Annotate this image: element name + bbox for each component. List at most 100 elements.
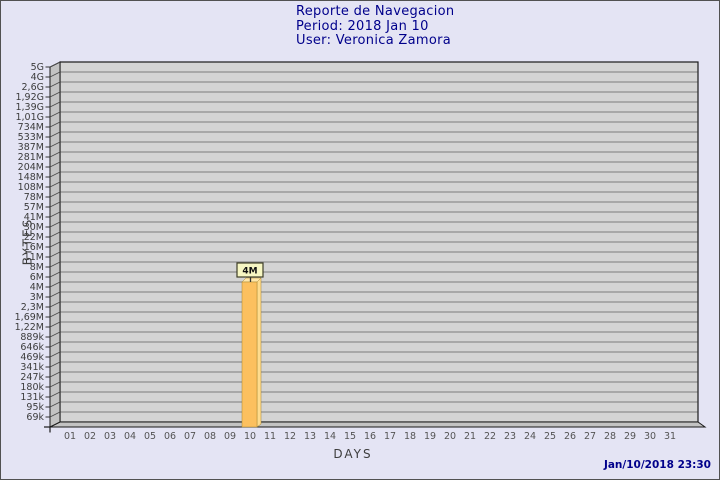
y-tick-label: 341k — [20, 362, 44, 373]
wall-hatch — [49, 301, 61, 308]
x-tick-label: 30 — [644, 431, 656, 442]
x-tick-label: 20 — [444, 431, 456, 442]
wall-hatch — [49, 411, 61, 418]
x-tick-label: 02 — [84, 431, 96, 442]
wall-hatch — [49, 271, 61, 278]
wall-hatch — [49, 101, 61, 108]
y-tick-label: 8M — [30, 262, 44, 273]
wall-hatch — [49, 81, 61, 88]
x-tick-label: 24 — [524, 431, 536, 442]
wall-hatch — [49, 381, 61, 388]
wall-hatch — [49, 91, 61, 98]
wall-hatch — [49, 371, 61, 378]
bar-value-label: 4M — [242, 267, 257, 277]
x-tick-label: 29 — [624, 431, 636, 442]
y-tick-label: 3M — [30, 292, 44, 303]
report-timestamp: Jan/10/2018 23:30 — [603, 459, 711, 471]
wall-hatch — [49, 71, 61, 78]
wall-hatch — [49, 401, 61, 408]
y-tick-label: 180k — [20, 382, 44, 393]
y-tick-label: 30M — [24, 222, 44, 233]
y-tick-label: 281M — [18, 152, 44, 163]
wall-hatch — [49, 201, 61, 208]
y-tick-label: 95k — [26, 402, 44, 413]
y-tick-label: 57M — [24, 202, 44, 213]
x-tick-label: 17 — [384, 431, 396, 442]
y-tick-label: 533M — [18, 132, 44, 143]
x-tick-label: 11 — [264, 431, 276, 442]
x-tick-label: 07 — [184, 431, 196, 442]
x-tick-label: 08 — [204, 431, 216, 442]
y-tick-label: 889k — [20, 332, 44, 343]
x-tick-label: 06 — [164, 431, 176, 442]
y-tick-label: 22M — [24, 232, 44, 243]
wall-hatch — [49, 141, 61, 148]
y-tick-label: 734M — [18, 122, 44, 133]
wall-hatch — [49, 121, 61, 128]
wall-hatch — [49, 191, 61, 198]
wall-hatch — [49, 161, 61, 168]
wall-hatch — [49, 251, 61, 258]
x-tick-label: 12 — [284, 431, 296, 442]
wall-hatch — [49, 261, 61, 268]
y-tick-label: 78M — [24, 192, 44, 203]
wall-hatch — [49, 211, 61, 218]
bar-front — [241, 281, 258, 428]
y-tick-label: 11M — [24, 252, 44, 263]
y-tick-label: 387M — [18, 142, 44, 153]
x-tick-label: 14 — [324, 431, 336, 442]
x-tick-label: 04 — [124, 431, 136, 442]
y-tick-label: 469k — [20, 352, 44, 363]
y-tick-label: 108M — [18, 182, 44, 193]
wall-hatch — [49, 311, 61, 318]
x-tick-label: 03 — [104, 431, 116, 442]
x-tick-label: 21 — [464, 431, 476, 442]
wall-hatch — [49, 151, 61, 158]
bottom-wall — [49, 421, 707, 428]
y-tick-label: 69k — [26, 412, 44, 423]
x-tick-label: 23 — [504, 431, 516, 442]
x-tick-label: 26 — [564, 431, 576, 442]
user-line: User: Veronica Zamora — [296, 33, 452, 48]
wall-hatch — [49, 361, 61, 368]
y-tick-label: 1,39G — [15, 102, 44, 113]
y-tick-label: 131k — [20, 392, 44, 403]
y-tick-label: 204M — [18, 162, 44, 173]
y-tick-label: 1,92G — [15, 92, 44, 103]
wall-hatch — [49, 131, 61, 138]
wall-hatch — [49, 351, 61, 358]
wall-hatch — [49, 61, 61, 68]
bar-value-flag — [236, 262, 264, 278]
x-tick-label: 16 — [364, 431, 376, 442]
page-title: Reporte de Navegacion — [296, 4, 455, 19]
x-tick-label: 28 — [604, 431, 616, 442]
x-tick-label: 09 — [224, 431, 236, 442]
period-line: Period: 2018 Jan 10 — [296, 18, 429, 34]
y-tick-label: 1,01G — [15, 112, 44, 123]
y-tick-label: 2,3M — [21, 302, 44, 313]
x-tick-label: 01 — [64, 431, 76, 442]
y-tick-label: 2,6G — [22, 82, 44, 93]
wall-hatch — [49, 221, 61, 228]
x-tick-label: 31 — [664, 431, 676, 442]
wall-hatch — [49, 111, 61, 118]
wall-hatch — [49, 331, 61, 338]
x-tick-label: 13 — [304, 431, 316, 442]
wall-hatch — [49, 341, 61, 348]
y-tick-label: 646k — [20, 342, 44, 353]
report-header: Reporte de Navegacion Period: 2018 Jan 1… — [296, 4, 455, 49]
y-tick-label: 247k — [20, 372, 44, 383]
wall-hatch — [49, 321, 61, 328]
x-tick-label: 22 — [484, 431, 496, 442]
x-tick-label: 19 — [424, 431, 436, 442]
y-tick-label: 4M — [30, 282, 44, 293]
x-tick-label: 05 — [144, 431, 156, 442]
y-tick-label: 41M — [24, 212, 44, 223]
wall-hatch — [49, 181, 61, 188]
wall-hatch — [49, 241, 61, 248]
wall-hatch — [49, 281, 61, 288]
y-tick-label: 1,69M — [15, 312, 44, 323]
x-axis-title: DAYS — [333, 447, 373, 461]
